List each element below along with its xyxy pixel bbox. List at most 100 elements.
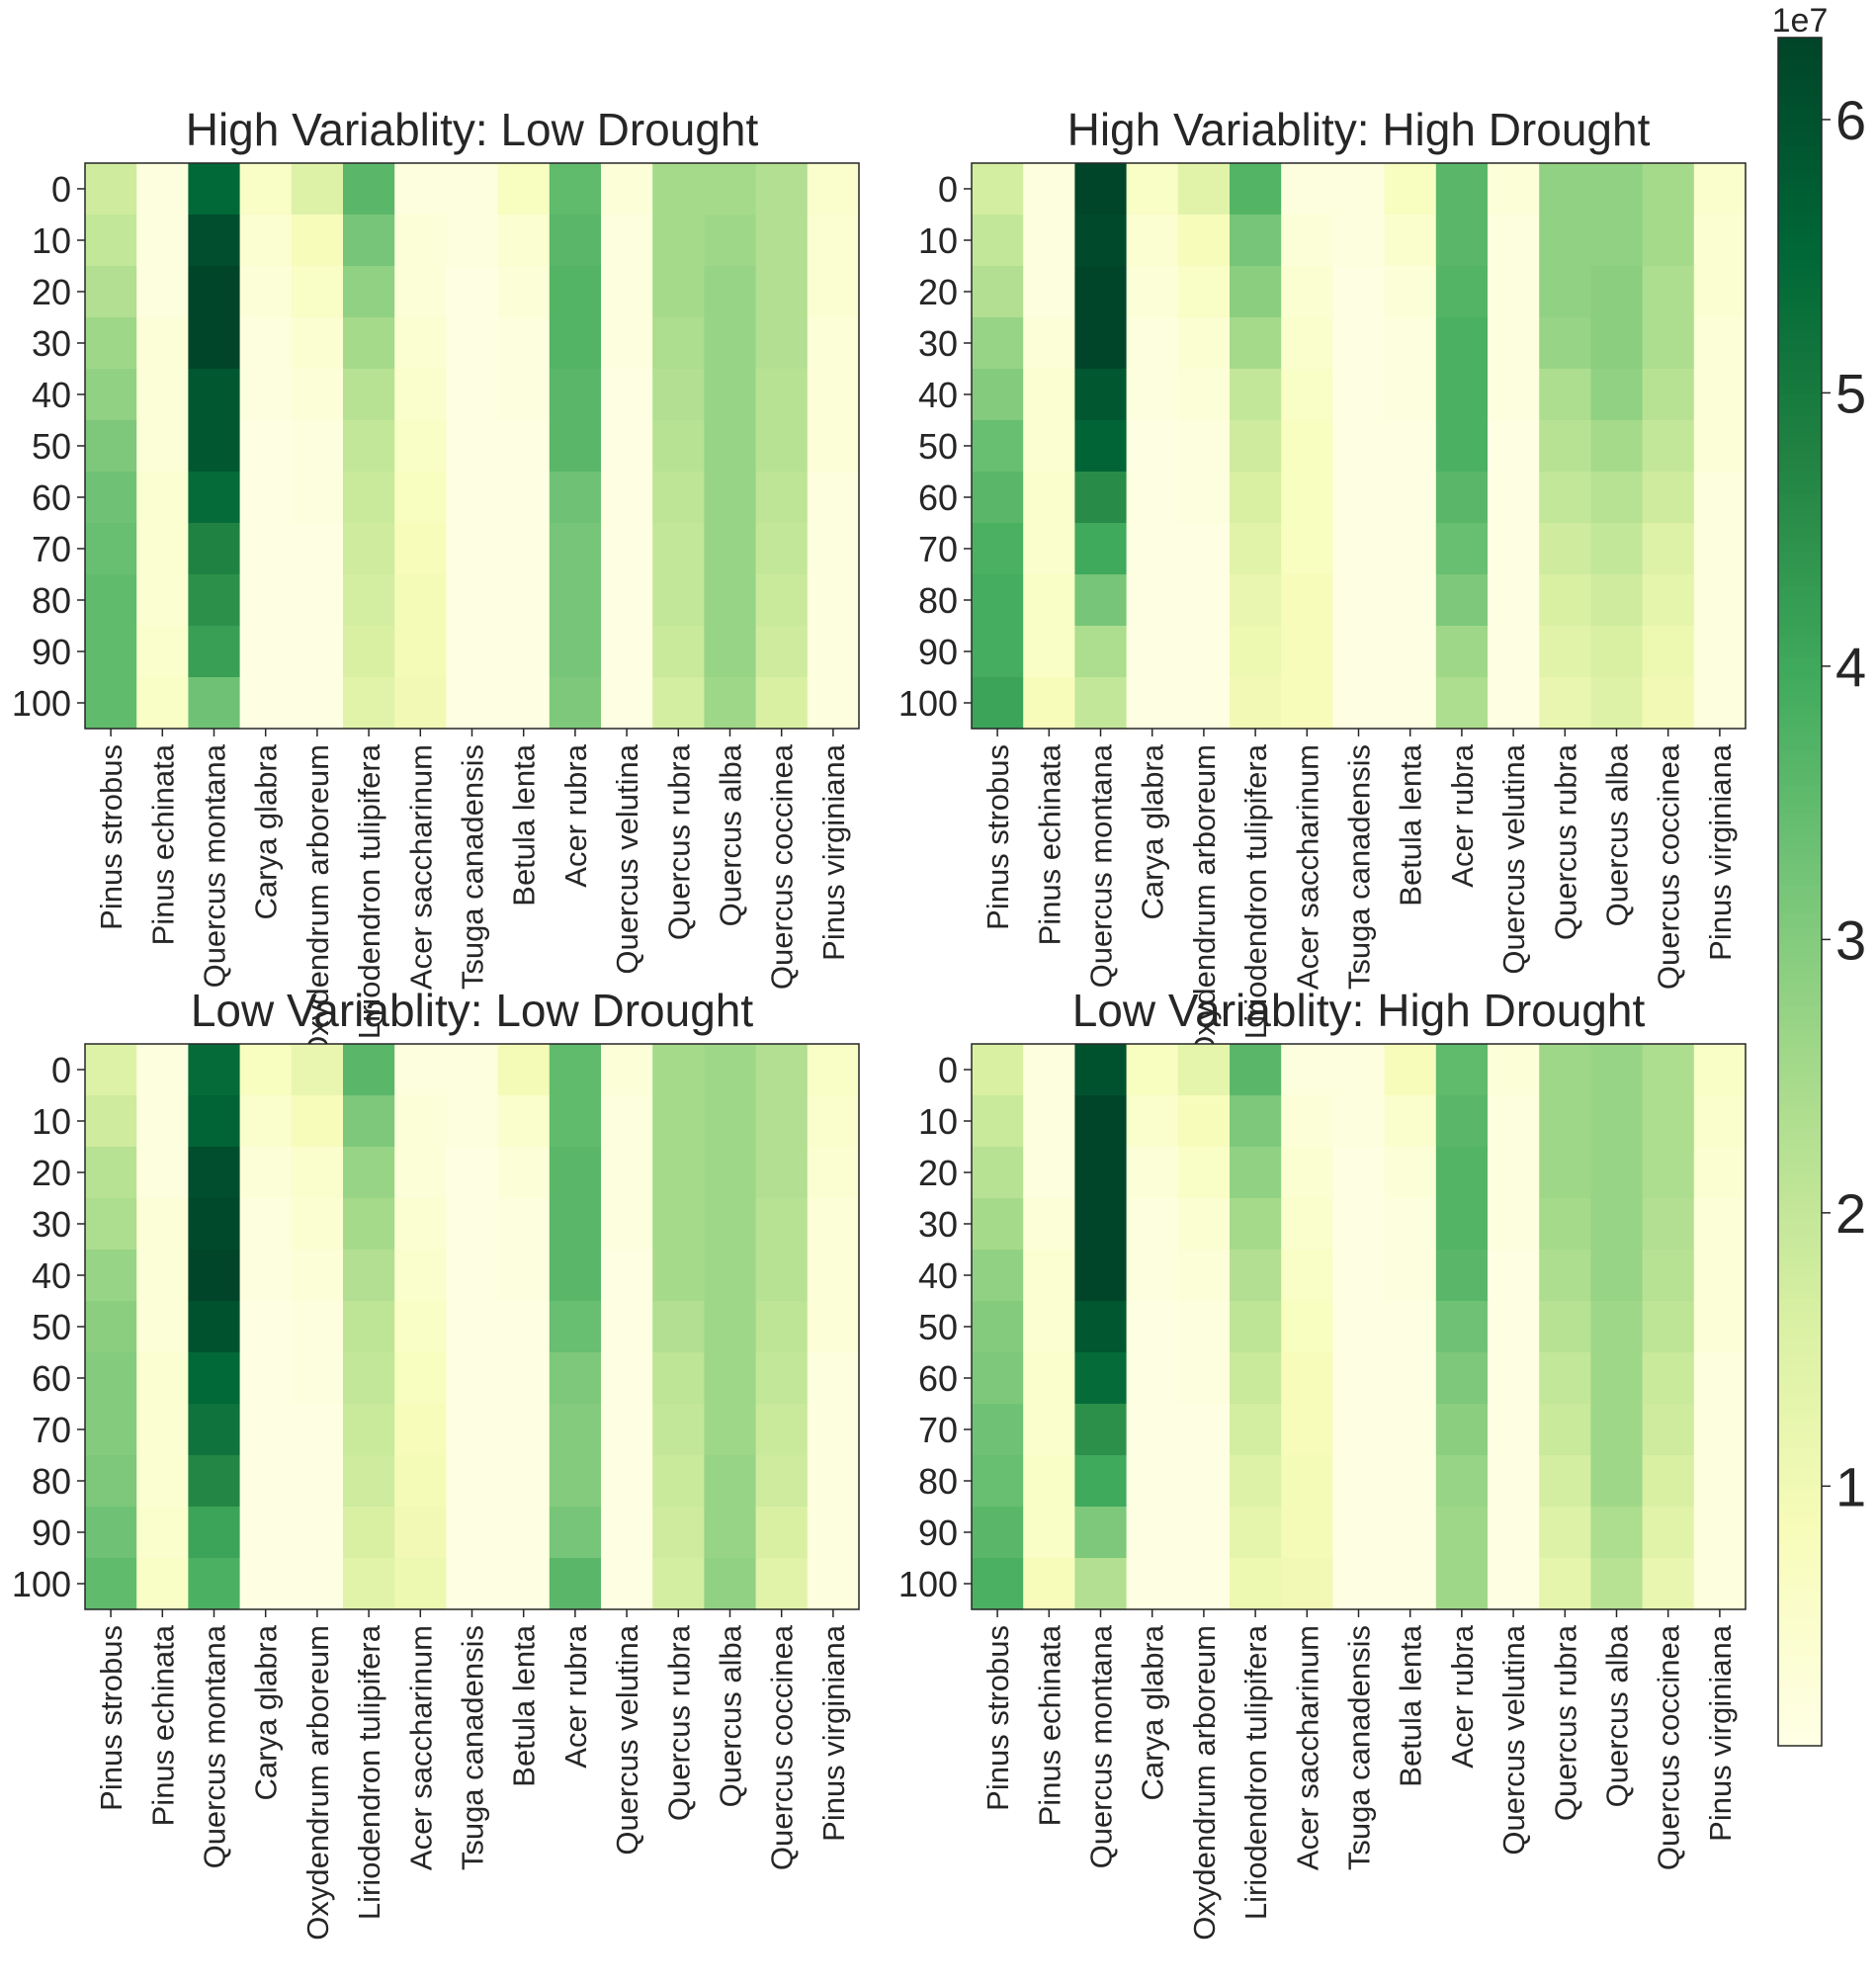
colorbar-gradient-segment (1778, 714, 1822, 722)
heatmap-cell (972, 1250, 1024, 1302)
heatmap-cell (1177, 163, 1231, 216)
heatmap-cell (549, 1404, 602, 1456)
colorbar-gradient-segment (1778, 1382, 1822, 1391)
heatmap-cell (652, 472, 705, 524)
heatmap-cell (343, 317, 395, 370)
heatmap-cell (497, 523, 551, 575)
colorbar-gradient-segment (1778, 478, 1822, 487)
heatmap-cell (1590, 317, 1644, 370)
heatmap-cell (755, 266, 809, 318)
heatmap-cell (497, 317, 551, 370)
colorbar-gradient-segment (1778, 1283, 1822, 1291)
colorbar-gradient-segment (1778, 777, 1822, 786)
colorbar-gradient-segment (1778, 1446, 1822, 1455)
heatmap-cell (1281, 1250, 1333, 1302)
heatmap-cell (85, 1198, 137, 1251)
heatmap-cell (1332, 1301, 1386, 1353)
colorbar-gradient-segment (1778, 386, 1822, 394)
heatmap-cell (85, 1044, 137, 1096)
heatmap-cell (652, 163, 705, 216)
colorbar-gradient-segment (1778, 1411, 1822, 1420)
heatmap-cell (704, 266, 757, 318)
colorbar-gradient-segment (1778, 599, 1822, 608)
heatmap-cell (549, 574, 602, 627)
colorbar-gradient-segment (1778, 222, 1822, 231)
colorbar-gradient-segment (1778, 1290, 1822, 1299)
heatmap-cell (1488, 1352, 1540, 1405)
heatmap-cell (1126, 574, 1179, 627)
heatmap-cell (549, 1558, 602, 1610)
colorbar-gradient-segment (1778, 621, 1822, 630)
heatmap-cell (1230, 163, 1282, 216)
heatmap-cell (1074, 1250, 1128, 1302)
x-tick-label: Acer saccharinum (403, 1625, 438, 1870)
heatmap-cell (601, 1044, 653, 1096)
heatmap-cell (136, 523, 189, 575)
colorbar-gradient-segment (1778, 1333, 1822, 1341)
x-tick-label: Tsuga canadensis (456, 1625, 490, 1870)
heatmap-cell (1488, 626, 1540, 678)
heatmap-cell (1332, 1250, 1386, 1302)
heatmap-cell (1230, 1507, 1282, 1559)
colorbar-tick-label: 6 (1835, 89, 1866, 151)
heatmap-cell (807, 626, 860, 678)
heatmap-cell (1590, 1558, 1644, 1610)
heatmap-cell (1384, 1507, 1437, 1559)
y-tick-label: 90 (32, 632, 71, 672)
colorbar-gradient-segment (1778, 763, 1822, 772)
colorbar-gradient-segment (1778, 1026, 1822, 1035)
heatmap-cell (1023, 1147, 1075, 1199)
heatmap-cell (1332, 1147, 1386, 1199)
heatmap-cell (1488, 1507, 1540, 1559)
x-tick-label: Acer saccharinum (1290, 744, 1324, 990)
heatmap-cell (343, 215, 395, 267)
heatmap-cell (446, 1352, 499, 1405)
heatmap-cell (497, 163, 551, 216)
heatmap-cell (1177, 317, 1231, 370)
heatmap-cell (1693, 163, 1747, 216)
heatmap-cell (704, 1404, 757, 1456)
colorbar-gradient-segment (1778, 1097, 1822, 1106)
heatmap-cell (549, 1198, 602, 1251)
heatmap-cell (1074, 317, 1128, 370)
heatmap-cell (1126, 523, 1179, 575)
colorbar-gradient-segment (1778, 1532, 1822, 1540)
heatmap-cell (497, 420, 551, 473)
heatmap-cell (446, 1558, 499, 1610)
heatmap-cell (1435, 266, 1489, 318)
heatmap-cell (1642, 677, 1695, 730)
heatmap-cell (755, 677, 809, 730)
heatmap-cell (1590, 677, 1644, 730)
x-tick-label: Quercus coccinea (1652, 1624, 1686, 1870)
heatmap-cell (652, 420, 705, 473)
heatmap-cell (497, 1095, 551, 1148)
heatmap-cell (1488, 1558, 1540, 1610)
heatmap-cell (1435, 1044, 1489, 1096)
heatmap-cell (755, 1404, 809, 1456)
colorbar-gradient-segment (1778, 1119, 1822, 1128)
colorbar-gradient-segment (1778, 1183, 1822, 1192)
colorbar-gradient-segment (1778, 1126, 1822, 1135)
x-tick-label: Quercus alba (1600, 1624, 1635, 1807)
heatmap-cell (1435, 420, 1489, 473)
heatmap-cell (601, 1147, 653, 1199)
heatmap-cell (497, 574, 551, 627)
colorbar-gradient-segment (1778, 1688, 1822, 1697)
colorbar-gradient-segment (1778, 201, 1822, 210)
colorbar-gradient-segment (1778, 984, 1822, 993)
colorbar-gradient-segment (1778, 358, 1822, 366)
colorbar-gradient-segment (1778, 543, 1822, 552)
heatmap-cell (1126, 677, 1179, 730)
heatmap-cell (1539, 1404, 1591, 1456)
colorbar-gradient-segment (1778, 1596, 1822, 1604)
y-tick-label: 50 (918, 1307, 958, 1347)
colorbar-gradient-segment (1778, 1675, 1822, 1683)
colorbar-gradient-segment (1778, 109, 1822, 117)
colorbar-gradient-segment (1778, 1439, 1822, 1448)
colorbar-gradient-segment (1778, 756, 1822, 765)
colorbar-gradient-segment (1778, 1504, 1822, 1512)
heatmap-cell (1281, 1352, 1333, 1405)
colorbar-gradient-segment (1778, 1603, 1822, 1611)
heatmap-cell (239, 215, 293, 267)
